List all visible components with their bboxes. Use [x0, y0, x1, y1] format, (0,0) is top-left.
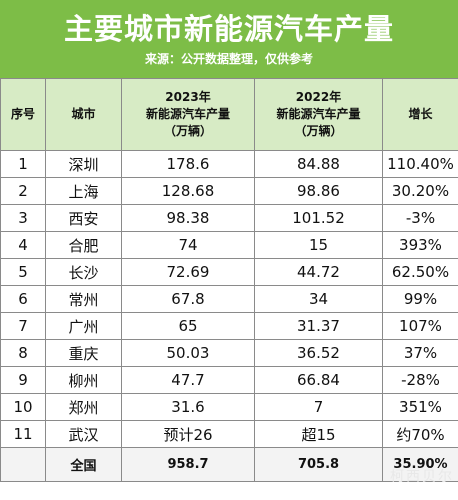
cell-rank: 4	[0, 231, 46, 259]
cell-2023: 128.68	[121, 177, 255, 205]
cell-2022: 66.84	[254, 366, 383, 394]
cell-2022: 34	[254, 285, 383, 313]
cell-rank: 6	[0, 285, 46, 313]
table-row: 7 广州 65 31.37 107%	[0, 312, 458, 340]
cell-city: 广州	[45, 312, 122, 340]
cell-growth: 约70%	[382, 420, 458, 448]
col-header-city: 城市	[45, 78, 122, 151]
table-row: 8 重庆 50.03 36.52 37%	[0, 339, 458, 367]
source-note: 来源：公开数据整理，仅供参考	[144, 52, 313, 66]
cell-city: 合肥	[45, 231, 122, 259]
cell-rank: 5	[0, 258, 46, 286]
col-header-2023-unit: （万辆）	[163, 124, 212, 138]
cell-growth: 62.50%	[382, 258, 458, 286]
cell-2023: 74	[121, 231, 255, 259]
cell-2022: 7	[254, 393, 383, 421]
col-header-2023-label: 新能源汽车产量	[145, 107, 230, 121]
cell-growth: 37%	[382, 339, 458, 367]
table-row: 2 上海 128.68 98.86 30.20%	[0, 177, 458, 205]
table-header-row: 序号 城市 2023年 新能源汽车产量 （万辆） 2022年 新能源汽车产量 （…	[0, 78, 458, 151]
cell-2023: 65	[121, 312, 255, 340]
cell-growth: 110.40%	[382, 150, 458, 178]
table-row: 10 郑州 31.6 7 351%	[0, 393, 458, 421]
cell-city: 柳州	[45, 366, 122, 394]
cell-2023: 50.03	[121, 339, 255, 367]
cell-growth: 99%	[382, 285, 458, 313]
cell-2023: 47.7	[121, 366, 255, 394]
cell-city: 武汉	[45, 420, 122, 448]
table-row: 3 西安 98.38 101.52 -3%	[0, 204, 458, 232]
table-row: 6 常州 67.8 34 99%	[0, 285, 458, 313]
cell-2023: 178.6	[121, 150, 255, 178]
table-row: 4 合肥 74 15 393%	[0, 231, 458, 259]
cell-2022: 31.37	[254, 312, 383, 340]
cell-rank: 8	[0, 339, 46, 367]
cell-2022: 超15	[254, 420, 383, 448]
cell-2023: 31.6	[121, 393, 255, 421]
cell-rank: 1	[0, 150, 46, 178]
cell-city: 全国	[45, 447, 122, 482]
cell-2022: 705.8	[254, 447, 383, 482]
cell-2022: 15	[254, 231, 383, 259]
cell-rank: 11	[0, 420, 46, 448]
cell-rank: 9	[0, 366, 46, 394]
cell-2022: 44.72	[254, 258, 383, 286]
col-header-2022: 2022年 新能源汽车产量 （万辆）	[254, 78, 383, 151]
cell-growth: 393%	[382, 231, 458, 259]
production-table: 序号 城市 2023年 新能源汽车产量 （万辆） 2022年 新能源汽车产量 （…	[0, 78, 458, 482]
cell-rank: 7	[0, 312, 46, 340]
cell-city: 上海	[45, 177, 122, 205]
cell-2022: 84.88	[254, 150, 383, 178]
table-row: 5 长沙 72.69 44.72 62.50%	[0, 258, 458, 286]
col-header-2023: 2023年 新能源汽车产量 （万辆）	[121, 78, 255, 151]
cell-growth: 351%	[382, 393, 458, 421]
cell-growth: 107%	[382, 312, 458, 340]
col-header-2022-label: 新能源汽车产量	[276, 107, 361, 121]
cell-growth: -28%	[382, 366, 458, 394]
cell-growth: 30.20%	[382, 177, 458, 205]
cell-city: 重庆	[45, 339, 122, 367]
cell-rank: 3	[0, 204, 46, 232]
cell-2022: 36.52	[254, 339, 383, 367]
cell-city: 深圳	[45, 150, 122, 178]
header-banner: 主要城市新能源汽车产量 来源：公开数据整理，仅供参考	[0, 0, 458, 78]
cell-2023: 98.38	[121, 204, 255, 232]
col-header-growth: 增长	[382, 78, 458, 151]
cell-rank: 10	[0, 393, 46, 421]
watermark-text: 柯西贝尔	[390, 469, 454, 485]
col-header-2022-year: 2022年	[295, 90, 342, 104]
cell-2023: 67.8	[121, 285, 255, 313]
cell-2022: 98.86	[254, 177, 383, 205]
cell-rank: 2	[0, 177, 46, 205]
table-row: 9 柳州 47.7 66.84 -28%	[0, 366, 458, 394]
cell-city: 西安	[45, 204, 122, 232]
cell-growth: -3%	[382, 204, 458, 232]
cell-2023: 预计26	[121, 420, 255, 448]
cell-rank	[0, 447, 46, 482]
page-title: 主要城市新能源汽车产量	[63, 12, 394, 46]
cell-city: 长沙	[45, 258, 122, 286]
col-header-rank: 序号	[0, 78, 46, 151]
col-header-2023-year: 2023年	[165, 90, 211, 104]
table-total-row: 全国 958.7 705.8 35.90%	[0, 447, 458, 482]
cell-city: 常州	[45, 285, 122, 313]
table-row: 11 武汉 预计26 超15 约70%	[0, 420, 458, 448]
cell-2022: 101.52	[254, 204, 383, 232]
col-header-2022-unit: （万辆）	[294, 124, 343, 138]
cell-2023: 958.7	[121, 447, 255, 482]
table-row: 1 深圳 178.6 84.88 110.40%	[0, 150, 458, 178]
cell-2023: 72.69	[121, 258, 255, 286]
cell-city: 郑州	[45, 393, 122, 421]
